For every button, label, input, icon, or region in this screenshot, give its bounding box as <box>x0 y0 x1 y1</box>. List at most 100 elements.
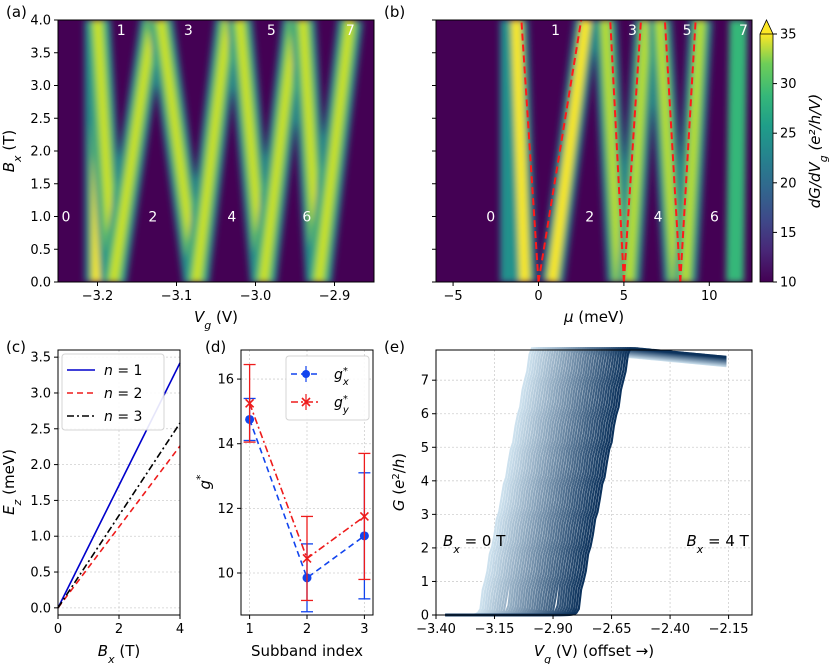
line-e-y-tick-label: 1 <box>421 575 429 590</box>
region-label-low: 0 <box>61 210 70 226</box>
line-c-y-tick-label: 1.5 <box>30 494 51 509</box>
ridge-halo <box>725 20 748 282</box>
heatmap-a-y-tick-label: 0.0 <box>30 276 51 291</box>
line-e-y-tick-label: 0 <box>421 609 429 624</box>
heatmap-a-y-tick-label: 3.5 <box>30 46 51 61</box>
line-e-x-tick-label: −2.40 <box>650 622 690 637</box>
ridge-core <box>626 20 649 282</box>
heatmap-b-y-ticks <box>432 19 436 283</box>
region-label-low: 6 <box>302 210 311 226</box>
line-c-y-tick-label: 3.0 <box>30 386 51 401</box>
line-e-x-tick-label: −2.65 <box>592 622 632 637</box>
ridge-core <box>315 20 354 282</box>
legend-label: g* y <box>334 394 350 416</box>
ridge-core <box>260 20 298 282</box>
fan-line-right <box>537 20 583 282</box>
line-e-x-ticks: −3.40 −3.15 −2.90 −2.65 −2.40 −2.15 <box>416 615 749 637</box>
heatmap-b-fan-lines <box>520 20 697 282</box>
line-e-y-tick-label: 4 <box>421 474 429 489</box>
heatmap-a-x-tick-label: −2.9 <box>319 289 351 304</box>
heatmap-a-y-tick-label: 3.0 <box>30 79 51 94</box>
colorbar-tick-label: 35 <box>780 28 797 43</box>
heatmap-a-ylabel: Bx (T) <box>0 130 24 172</box>
scatter-d-x-tick-label: 2 <box>303 622 311 637</box>
ridge-core <box>682 20 704 282</box>
line-c-y-tick-label: 0.5 <box>30 566 51 581</box>
ridge-core <box>193 20 231 282</box>
line-c-x-tick-label: 4 <box>176 622 184 637</box>
scatter-d-legend: g* x g* y <box>285 355 370 421</box>
scatter-d-y-tick-label: 16 <box>217 373 234 388</box>
legend-marker <box>302 370 310 378</box>
heatmap-b-ridges <box>500 20 748 282</box>
region-label-high: 5 <box>267 23 276 39</box>
region-label-low: 2 <box>585 210 594 226</box>
legend-marker <box>301 397 311 407</box>
trace-annotation: Bx = 4 T <box>686 532 749 556</box>
line-e-traces <box>445 347 727 617</box>
line-e-y-tick-label: 5 <box>421 441 429 456</box>
line-c-x-tick-label: 2 <box>115 622 123 637</box>
heatmap-a-y-tick-label: 1.5 <box>30 177 51 192</box>
heatmap-a-y-tick-label: 2.0 <box>30 145 51 160</box>
region-label-low: 4 <box>227 210 236 226</box>
scatter-d-x-tick-label: 1 <box>245 622 253 637</box>
line-c-y-ticks: 0.0 0.5 1.0 1.5 2.0 2.5 3.0 3.5 <box>30 351 58 616</box>
region-label-high: 3 <box>628 23 637 39</box>
line-c-y-tick-label: 2.5 <box>30 422 51 437</box>
panel-e: Bx = 0 T Bx = 4 T −3.40 −3.15 −2.90 −2.65 −2.… <box>390 347 753 664</box>
colorbar-tick-label: 10 <box>780 276 797 291</box>
region-label-low: 6 <box>710 210 719 226</box>
heatmap-b-x-tick-label: −5 <box>443 289 462 304</box>
scatter-d-y-tick-label: 12 <box>217 502 234 517</box>
scatter-d-xlabel: Subband index <box>251 642 363 660</box>
legend-label: n = 1 <box>104 363 142 379</box>
colorbar-label: dG/dVg (e²/h/V) <box>806 94 830 209</box>
legend-label: n = 3 <box>104 409 142 425</box>
line-e-y-ticks: 0 1 2 3 4 5 6 7 <box>421 374 436 624</box>
line-e-y-tick-label: 6 <box>421 407 429 422</box>
line-c-x-tick-label: 0 <box>54 622 62 637</box>
scatter-d-x-ticks: 1 2 3 <box>245 615 369 637</box>
region-label-low: 2 <box>148 210 157 226</box>
heatmap-a-x-tick-label: −3.0 <box>240 289 272 304</box>
colorbar-ticks: 10 15 20 25 30 35 <box>773 28 797 291</box>
legend-label: g* x <box>334 366 349 388</box>
scatter-d-ylabel: g* <box>194 474 215 490</box>
line-e-x-tick-label: −2.90 <box>533 622 573 637</box>
region-label-high: 1 <box>551 23 560 39</box>
heatmap-a-y-tick-label: 4.0 <box>30 14 51 29</box>
scatter-d-y-tick-label: 10 <box>217 566 234 581</box>
panel-e-label: (e) <box>384 338 405 356</box>
region-label-low: 0 <box>486 210 495 226</box>
heatmap-a-y-tick-label: 1.0 <box>30 210 51 225</box>
panel-b-label: (b) <box>384 3 405 21</box>
line-c-ylabel: Ez (meV) <box>0 449 24 515</box>
data-point <box>302 553 312 564</box>
colorbar-tick-label: 15 <box>780 226 797 241</box>
line-e-x-tick-label: −3.15 <box>475 622 515 637</box>
region-label-high: 7 <box>346 23 355 39</box>
region-label-high: 3 <box>184 23 193 39</box>
colorbar-tick-label: 30 <box>780 77 797 92</box>
region-label-high: 1 <box>117 23 126 39</box>
panel-c-label: (c) <box>6 338 26 356</box>
data-point <box>359 511 369 521</box>
region-label-low: 4 <box>654 210 663 226</box>
line-e-y-tick-label: 2 <box>421 541 429 556</box>
heatmap-b-x-tick-label: 0 <box>534 289 542 304</box>
panel-c: n = 1 n = 2 n = 3 0 2 4 0.0 0.5 1.0 1.5 2.0 2.5 3.… <box>0 349 184 664</box>
heatmap-a-x-tick-label: −3.2 <box>82 289 114 304</box>
heatmap-a-y-ticks: 0.0 0.5 1.0 1.5 2.0 2.5 3.0 3.5 4.0 <box>30 14 58 291</box>
legend-box <box>285 355 370 421</box>
series-line-n2 <box>57 445 181 609</box>
heatmap-a-x-tick-label: −3.1 <box>161 289 193 304</box>
colorbar-extend-arrow <box>760 20 773 34</box>
ridge-core <box>657 20 678 282</box>
scatter-d-series <box>243 363 371 613</box>
line-c-x-ticks: 0 2 4 <box>54 615 184 637</box>
data-point <box>245 398 255 408</box>
heatmap-a-y-tick-label: 0.5 <box>30 243 51 258</box>
